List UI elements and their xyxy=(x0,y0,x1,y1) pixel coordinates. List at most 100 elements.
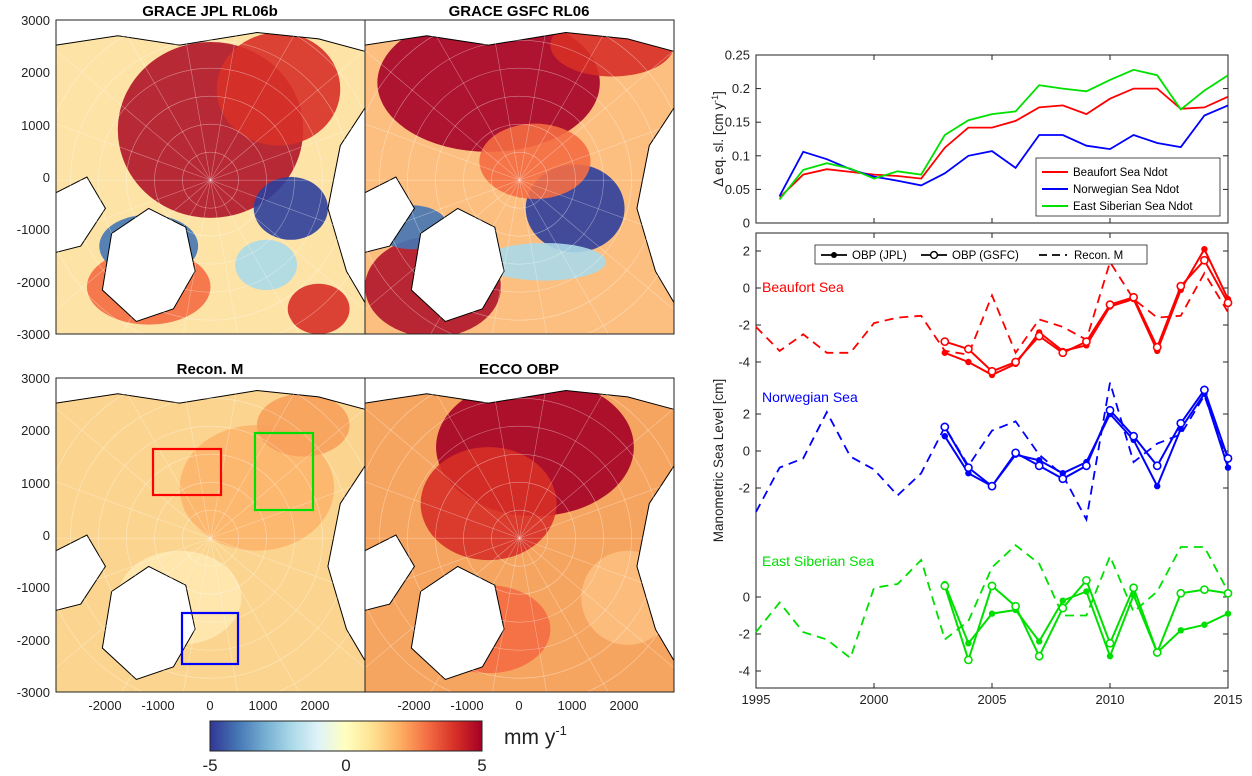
map-x-tick: 1000 xyxy=(558,698,587,713)
top-y-tick-label: 0 xyxy=(743,216,750,231)
top-y-tick-label: 0.25 xyxy=(725,48,750,63)
bottom-legend xyxy=(814,244,1148,265)
obp-gsfc-marker xyxy=(1129,583,1138,593)
obp-gsfc-marker xyxy=(1011,357,1020,367)
obp-gsfc-marker xyxy=(940,337,950,347)
obp-gsfc-marker xyxy=(1129,431,1138,441)
obp-gsfc-marker xyxy=(987,481,997,491)
legend-entry: OBP (JPL) xyxy=(852,250,907,262)
legend-swatch xyxy=(929,250,939,260)
obp-gsfc-marker xyxy=(1034,461,1044,471)
obp-gsfc-marker xyxy=(1058,474,1068,484)
panel-title-grace-jpl: GRACE JPL RL06b xyxy=(142,3,278,20)
obp-gsfc-marker xyxy=(1034,331,1044,341)
legend-swatch xyxy=(831,252,837,258)
colorbar-tick-max: 5 xyxy=(477,756,486,775)
map-recon-m xyxy=(56,378,365,692)
obp-jpl-marker xyxy=(1059,597,1067,604)
map-x-tick: 0 xyxy=(206,698,213,713)
map-y-tick: -3000 xyxy=(17,685,50,700)
obp-gsfc-marker xyxy=(1129,292,1138,302)
region-box xyxy=(151,447,223,497)
obp-gsfc-marker xyxy=(1200,255,1209,265)
map-y-tick: -3000 xyxy=(17,327,50,342)
bottom-y-axis-label: Manometric Sea Level [cm] xyxy=(711,379,726,543)
obp-gsfc-marker xyxy=(940,422,950,432)
map-y-tick: 1000 xyxy=(21,476,50,491)
bottom-y-tick-label: -4 xyxy=(738,355,750,370)
x-tick-label: 2000 xyxy=(860,692,889,707)
map-x-tick: 2000 xyxy=(301,698,330,713)
obp-gsfc-marker xyxy=(1223,588,1233,598)
obp-gsfc-marker xyxy=(1082,461,1091,471)
map-y-tick: 0 xyxy=(43,170,50,185)
map-y-tick: 2000 xyxy=(21,423,50,438)
obp-gsfc-marker xyxy=(964,655,973,665)
obp-gsfc-marker xyxy=(1105,300,1115,310)
obp-jpl-marker xyxy=(965,358,972,366)
obp-jpl-marker xyxy=(941,349,948,356)
obp-jpl-marker xyxy=(941,433,948,440)
obp-jpl-marker xyxy=(988,610,996,617)
obp-gsfc-marker xyxy=(987,366,997,376)
region-box xyxy=(180,611,240,666)
series-line xyxy=(778,87,1229,199)
top-y-tick-label: 0.1 xyxy=(732,148,750,163)
panel-title-recon-m: Recon. M xyxy=(177,361,244,378)
bottom-y-tick-label: 2 xyxy=(743,244,750,259)
obp-gsfc-marker xyxy=(1011,601,1020,611)
map-y-tick: -2000 xyxy=(17,275,50,290)
recon-line xyxy=(755,382,1229,523)
panel-title-ecco-obp: ECCO OBP xyxy=(479,361,559,378)
map-x-ticks-right: -2000 -1000 0 1000 2000 xyxy=(397,698,638,713)
obp-jpl-marker xyxy=(1201,245,1208,253)
colorbar-tick-min: -5 xyxy=(202,756,217,775)
map-grace-jpl xyxy=(56,20,365,334)
region-label: Beaufort Sea xyxy=(762,279,844,295)
bottom-y-tick-label: -2 xyxy=(738,318,750,333)
map-x-tick: -1000 xyxy=(450,698,483,713)
obp-gsfc-marker xyxy=(1152,342,1162,352)
series-line xyxy=(778,68,1229,201)
obp-gsfc-line xyxy=(943,387,1229,488)
obp-gsfc-marker xyxy=(1200,585,1209,594)
x-tick-label: 2005 xyxy=(978,692,1007,707)
map-x-tick: 0 xyxy=(515,698,522,713)
map-y-tick: 0 xyxy=(43,528,50,543)
x-tick-label: 1995 xyxy=(742,692,771,707)
obp-gsfc-marker xyxy=(1223,298,1233,308)
map-x-tick: -2000 xyxy=(88,698,121,713)
region-label: East Siberian Sea xyxy=(762,553,874,569)
obp-gsfc-marker xyxy=(1223,453,1233,463)
obp-jpl-line xyxy=(943,583,1229,660)
obp-jpl-line xyxy=(943,391,1229,489)
obp-jpl-marker xyxy=(1177,627,1185,634)
panel-title-grace-gsfc: GRACE GSFC RL06 xyxy=(449,3,590,20)
manometric-chart: 2 0 -2 -4 2 0 -2 0 -2 -4 1995 2000 2005 2010 2015 Beauf… xyxy=(711,232,1242,707)
top-y-axis-label: Δ eq. sl. [cm y-1] xyxy=(710,91,726,187)
map-y-ticks-bottom: 3000 2000 1000 0 -1000 -2000 -3000 xyxy=(17,371,50,700)
obp-jpl-line xyxy=(944,247,1229,377)
bottom-y-tick-label: 0 xyxy=(743,444,750,459)
ndot-chart: 0 0.05 0.1 0.15 0.2 0.25 Δ eq. sl. [cm y-1] Bea… xyxy=(710,48,1229,231)
obp-jpl-marker xyxy=(1154,482,1161,490)
obp-gsfc-marker xyxy=(1034,651,1044,661)
colorbar: -5 0 5 mm y-1 xyxy=(202,720,567,775)
map-panels xyxy=(55,19,675,693)
map-x-tick: -2000 xyxy=(397,698,430,713)
obp-gsfc-marker xyxy=(987,581,997,591)
map-y-tick: 3000 xyxy=(21,371,50,386)
map-y-ticks-top: 3000 2000 1000 0 -1000 -2000 -3000 xyxy=(17,13,50,342)
obp-gsfc-marker xyxy=(1176,588,1186,598)
obp-gsfc-marker xyxy=(940,581,950,591)
obp-jpl-marker xyxy=(1083,588,1090,595)
obp-gsfc-marker xyxy=(964,463,973,473)
map-frame xyxy=(364,377,675,693)
obp-jpl-marker xyxy=(1036,638,1043,645)
map-x-ticks-left: -2000 -1000 0 1000 2000 xyxy=(88,698,329,713)
obp-gsfc-marker xyxy=(964,344,973,354)
top-y-tick-label: 0.15 xyxy=(725,115,750,130)
bottom-y-tick-label: 2 xyxy=(743,407,750,422)
obp-gsfc-marker xyxy=(1058,348,1068,358)
